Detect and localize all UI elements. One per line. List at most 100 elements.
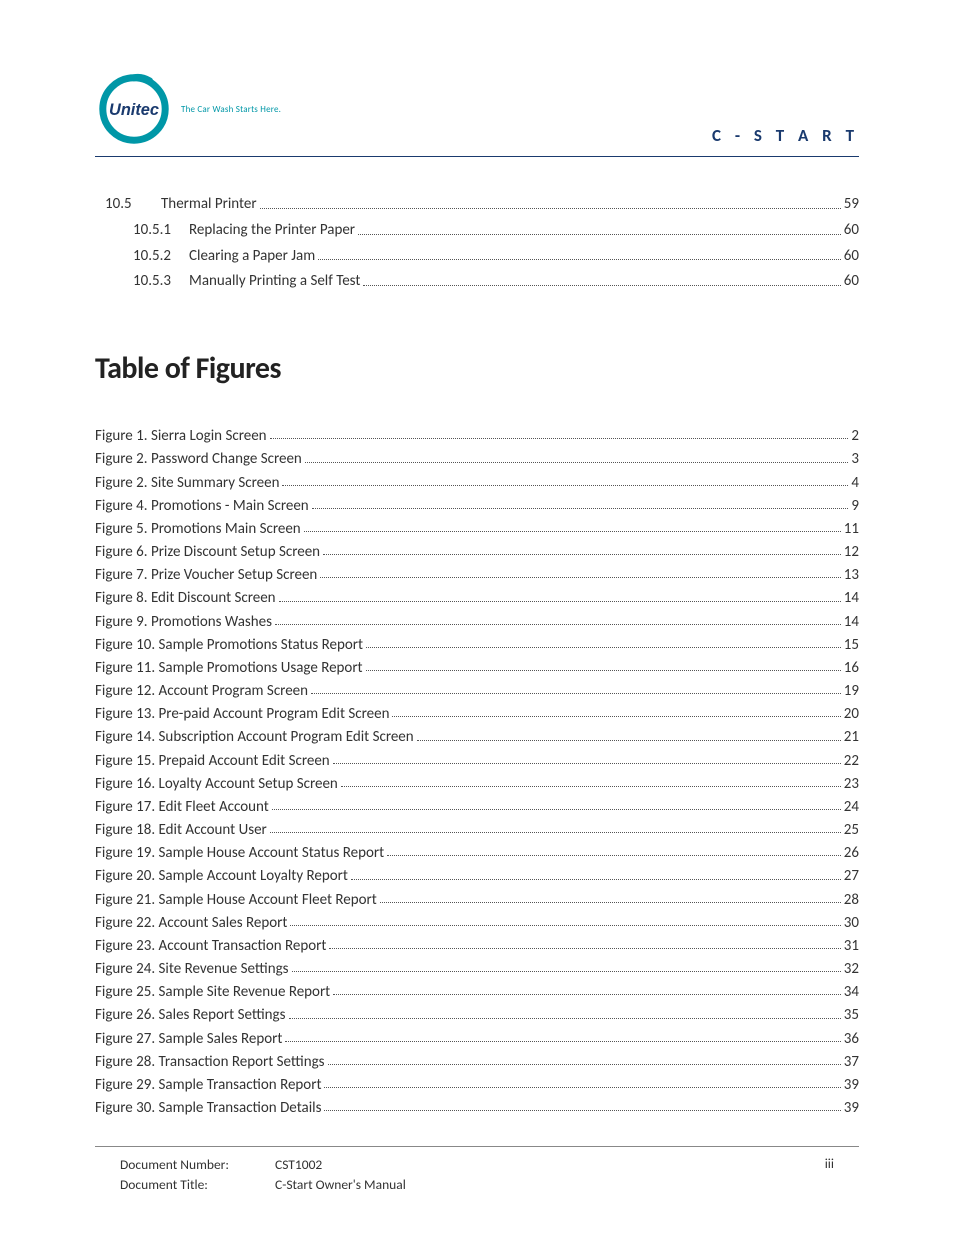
figure-title: Figure 22. Account Sales Report [95, 912, 287, 935]
toc-number: 10.5.2 [105, 244, 189, 270]
figure-page: 14 [844, 611, 859, 634]
figure-entry[interactable]: Figure 7. Prize Voucher Setup Screen 13 [95, 564, 859, 587]
figure-title: Figure 28. Transaction Report Settings [95, 1051, 325, 1074]
figure-page: 27 [844, 865, 859, 888]
toc-entry[interactable]: 10.5.3Manually Printing a Self Test 60 [105, 269, 859, 295]
figure-leader [272, 809, 841, 810]
toc-section: 10.5Thermal Printer 5910.5.1Replacing th… [95, 192, 859, 295]
figure-page: 9 [851, 495, 859, 518]
figure-entry[interactable]: Figure 12. Account Program Screen 19 [95, 680, 859, 703]
figure-title: Figure 2. Password Change Screen [95, 448, 302, 471]
figure-entry[interactable]: Figure 8. Edit Discount Screen 14 [95, 587, 859, 610]
figure-entry[interactable]: Figure 2. Site Summary Screen 4 [95, 472, 859, 495]
doc-title-value: C-Start Owner's Manual [275, 1175, 859, 1195]
figure-leader [417, 740, 841, 741]
figure-page: 39 [844, 1074, 859, 1097]
figure-entry[interactable]: Figure 21. Sample House Account Fleet Re… [95, 889, 859, 912]
svg-text:Unitec: Unitec [109, 101, 159, 119]
figure-leader [351, 879, 841, 880]
figure-entry[interactable]: Figure 23. Account Transaction Report 31 [95, 935, 859, 958]
figure-leader [324, 1087, 840, 1088]
figure-entry[interactable]: Figure 30. Sample Transaction Details 39 [95, 1097, 859, 1120]
figure-leader [333, 763, 841, 764]
figure-entry[interactable]: Figure 18. Edit Account User 25 [95, 819, 859, 842]
toc-leader [363, 285, 840, 286]
toc-entry[interactable]: 10.5Thermal Printer 59 [105, 192, 859, 218]
figure-entry[interactable]: Figure 22. Account Sales Report 30 [95, 912, 859, 935]
figure-page: 31 [844, 935, 859, 958]
figure-entry[interactable]: Figure 16. Loyalty Account Setup Screen … [95, 773, 859, 796]
figure-title: Figure 21. Sample House Account Fleet Re… [95, 889, 377, 912]
figure-leader [387, 855, 841, 856]
figure-entry[interactable]: Figure 9. Promotions Washes 14 [95, 611, 859, 634]
figure-page: 22 [844, 750, 859, 773]
figure-title: Figure 9. Promotions Washes [95, 611, 272, 634]
figure-page: 30 [844, 912, 859, 935]
figure-title: Figure 1. Sierra Login Screen [95, 425, 267, 448]
figure-title: Figure 18. Edit Account User [95, 819, 267, 842]
figure-leader [305, 462, 849, 463]
doc-number-label: Document Number: [120, 1155, 275, 1175]
figure-leader [279, 601, 841, 602]
figure-leader [270, 438, 849, 439]
figure-title: Figure 30. Sample Transaction Details [95, 1097, 321, 1120]
toc-number: 10.5.1 [105, 218, 189, 244]
toc-entry[interactable]: 10.5.2Clearing a Paper Jam 60 [105, 244, 859, 270]
figure-page: 28 [844, 889, 859, 912]
table-of-figures: Figure 1. Sierra Login Screen 2Figure 2.… [95, 425, 859, 1120]
figure-title: Figure 15. Prepaid Account Edit Screen [95, 750, 330, 773]
figure-page: 34 [844, 981, 859, 1004]
figure-leader [289, 1018, 841, 1019]
brand-logo: Unitec [95, 70, 173, 148]
figure-entry[interactable]: Figure 2. Password Change Screen 3 [95, 448, 859, 471]
figure-title: Figure 8. Edit Discount Screen [95, 587, 276, 610]
figure-title: Figure 24. Site Revenue Settings [95, 958, 289, 981]
figure-leader [341, 786, 841, 787]
toc-title: Thermal Printer [161, 192, 257, 218]
figure-leader [275, 624, 841, 625]
figure-page: 3 [851, 448, 859, 471]
figure-title: Figure 4. Promotions - Main Screen [95, 495, 309, 518]
figure-entry[interactable]: Figure 17. Edit Fleet Account 24 [95, 796, 859, 819]
figure-leader [292, 971, 841, 972]
figure-title: Figure 27. Sample Sales Report [95, 1028, 282, 1051]
figure-leader [380, 902, 841, 903]
figure-title: Figure 2. Site Summary Screen [95, 472, 279, 495]
figure-entry[interactable]: Figure 15. Prepaid Account Edit Screen 2… [95, 750, 859, 773]
figure-entry[interactable]: Figure 26. Sales Report Settings 35 [95, 1004, 859, 1027]
figure-leader [329, 948, 840, 949]
figure-entry[interactable]: Figure 14. Subscription Account Program … [95, 726, 859, 749]
doc-title-label: Document Title: [120, 1175, 275, 1195]
figure-title: Figure 29. Sample Transaction Report [95, 1074, 321, 1097]
figure-title: Figure 12. Account Program Screen [95, 680, 308, 703]
figure-entry[interactable]: Figure 5. Promotions Main Screen 11 [95, 518, 859, 541]
brand-tagline: The Car Wash Starts Here. [181, 104, 281, 115]
figure-entry[interactable]: Figure 27. Sample Sales Report 36 [95, 1028, 859, 1051]
figure-entry[interactable]: Figure 29. Sample Transaction Report 39 [95, 1074, 859, 1097]
toc-page: 60 [844, 218, 859, 244]
figure-entry[interactable]: Figure 10. Sample Promotions Status Repo… [95, 634, 859, 657]
figure-entry[interactable]: Figure 19. Sample House Account Status R… [95, 842, 859, 865]
figure-page: 35 [844, 1004, 859, 1027]
figure-title: Figure 13. Pre-paid Account Program Edit… [95, 703, 389, 726]
figure-entry[interactable]: Figure 6. Prize Discount Setup Screen 12 [95, 541, 859, 564]
figure-entry[interactable]: Figure 1. Sierra Login Screen 2 [95, 425, 859, 448]
figure-entry[interactable]: Figure 11. Sample Promotions Usage Repor… [95, 657, 859, 680]
figure-entry[interactable]: Figure 13. Pre-paid Account Program Edit… [95, 703, 859, 726]
figure-title: Figure 26. Sales Report Settings [95, 1004, 286, 1027]
figure-entry[interactable]: Figure 24. Site Revenue Settings 32 [95, 958, 859, 981]
figure-leader [285, 1041, 840, 1042]
figure-page: 23 [844, 773, 859, 796]
figure-entry[interactable]: Figure 28. Transaction Report Settings 3… [95, 1051, 859, 1074]
figure-title: Figure 11. Sample Promotions Usage Repor… [95, 657, 363, 680]
toc-entry[interactable]: 10.5.1Replacing the Printer Paper 60 [105, 218, 859, 244]
figure-entry[interactable]: Figure 4. Promotions - Main Screen 9 [95, 495, 859, 518]
figure-page: 36 [844, 1028, 859, 1051]
header-doc-title: C - S T A R T [712, 125, 859, 146]
figure-page: 19 [844, 680, 859, 703]
figure-entry[interactable]: Figure 25. Sample Site Revenue Report 34 [95, 981, 859, 1004]
figure-page: 14 [844, 587, 859, 610]
figure-entry[interactable]: Figure 20. Sample Account Loyalty Report… [95, 865, 859, 888]
toc-leader [358, 234, 841, 235]
figure-leader [320, 577, 840, 578]
